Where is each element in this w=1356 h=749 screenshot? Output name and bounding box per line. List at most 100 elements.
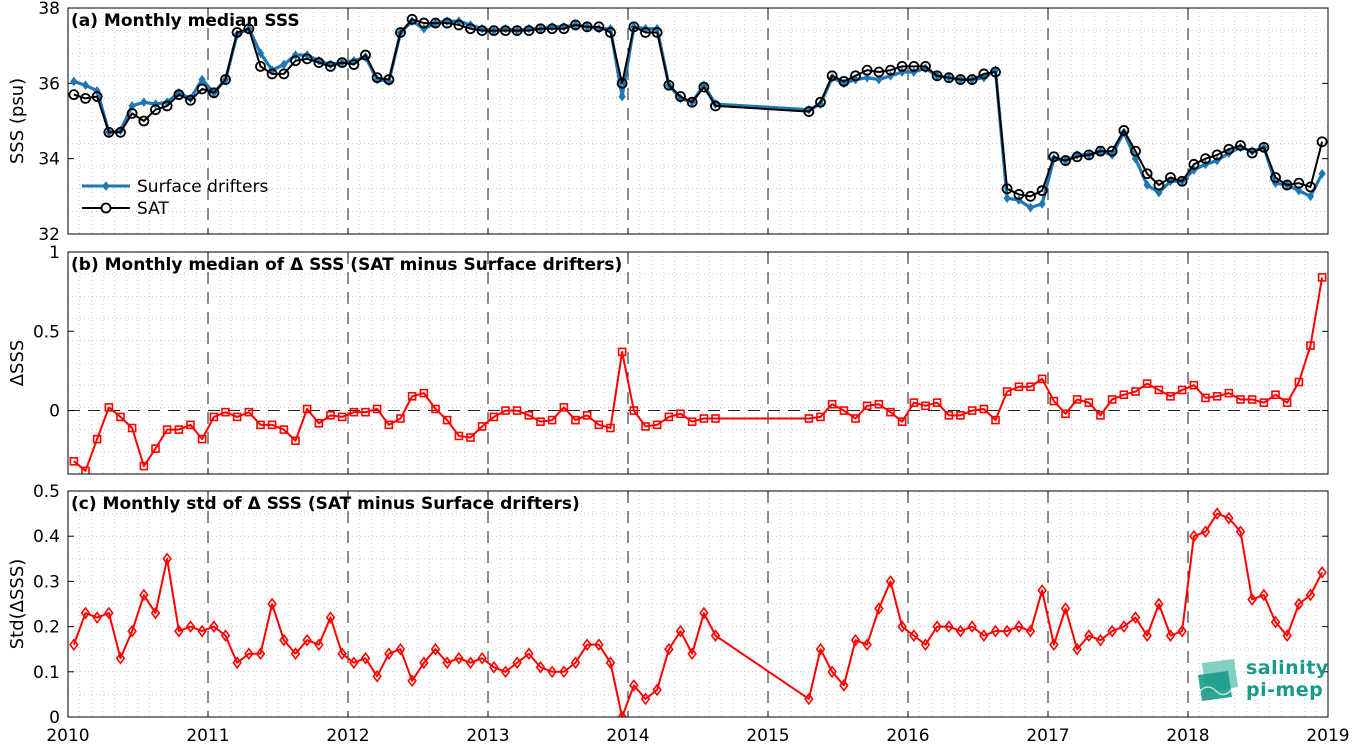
panel-2: 0 0.1 0.2 0.3 0.4 0.5 2010 2011 2012 2013 2014 2015… [7, 482, 1350, 746]
data-point [326, 411, 335, 420]
data-point [383, 74, 395, 85]
data-point [1189, 529, 1199, 543]
data-point [1165, 629, 1176, 642]
data-point [406, 13, 418, 25]
data-point [500, 665, 511, 679]
data-point [1143, 180, 1151, 190]
data-point [349, 407, 359, 417]
data-point [1223, 143, 1235, 155]
data-point [629, 679, 639, 692]
data-point [1247, 593, 1257, 606]
data-point [501, 406, 510, 415]
data-point [1036, 185, 1048, 197]
data-point [384, 420, 394, 430]
data-point [547, 415, 557, 425]
data-point [371, 72, 383, 84]
data-point [290, 55, 301, 67]
data-point [1049, 638, 1059, 652]
data-point [571, 415, 580, 425]
data-point [1002, 387, 1012, 396]
data-point [360, 651, 371, 665]
data-point [1025, 190, 1036, 202]
data-point [804, 414, 814, 423]
legend-marker [102, 181, 110, 191]
data-point [1060, 602, 1071, 615]
data-point [116, 412, 125, 422]
data-point [687, 647, 697, 661]
data-point [628, 21, 640, 33]
data-point [140, 97, 148, 108]
data-point [1095, 145, 1106, 157]
data-point [863, 72, 871, 83]
data-point [80, 606, 91, 620]
data-point [220, 74, 231, 85]
data-point [617, 710, 627, 717]
data-point [1316, 136, 1328, 148]
data-point [208, 87, 220, 99]
data-point [897, 417, 907, 426]
data-point [652, 683, 662, 697]
data-point [1130, 145, 1141, 157]
data-point [966, 74, 978, 85]
data-point [710, 100, 721, 112]
data-point [535, 660, 546, 674]
x-tick-label: 2012 [326, 726, 369, 745]
data-point [267, 420, 277, 430]
data-point [290, 647, 301, 661]
data-point [81, 80, 90, 91]
data-point [1305, 588, 1316, 602]
data-point [862, 401, 872, 411]
data-point [874, 602, 884, 615]
data-point [337, 647, 347, 661]
data-point [920, 638, 931, 652]
data-point [921, 401, 930, 411]
data-point [1038, 199, 1046, 209]
data-point [955, 74, 966, 85]
data-point [1025, 624, 1036, 638]
data-point [886, 407, 895, 417]
data-point [581, 21, 593, 33]
data-point [69, 457, 79, 466]
data-point [1294, 377, 1304, 387]
data-point [1141, 168, 1153, 180]
data-point [1270, 172, 1281, 183]
data-point [477, 422, 487, 431]
series-group [68, 13, 1328, 213]
panel-1: 0 0.5 1 ΔSSS (b) Monthly median of Δ SSS (SA… [7, 243, 1329, 475]
data-point [1083, 149, 1095, 161]
data-point [348, 59, 360, 70]
data-point [1259, 588, 1269, 602]
data-point [488, 25, 500, 37]
data-point [920, 60, 931, 72]
data-point [570, 656, 581, 670]
data-point [908, 60, 920, 72]
data-point [932, 620, 942, 633]
y-tick-label: 34 [38, 150, 60, 170]
wave-logo-icon [1198, 659, 1238, 701]
data-point [1224, 511, 1234, 525]
data-point [138, 115, 150, 127]
data-point [256, 420, 265, 430]
data-point [221, 407, 230, 417]
data-point [629, 406, 639, 415]
data-point [197, 624, 207, 638]
data-point [115, 126, 126, 138]
data-point [605, 27, 616, 38]
data-point [616, 77, 628, 89]
data-point [1153, 179, 1165, 191]
data-point [943, 72, 955, 84]
data-point [407, 674, 417, 688]
data-point [384, 647, 394, 661]
data-point [150, 104, 161, 116]
data-point [70, 76, 78, 87]
data-point [1258, 141, 1270, 153]
data-point [979, 404, 989, 414]
data-point [1049, 396, 1059, 406]
data-point [1118, 125, 1130, 136]
data-point [80, 93, 91, 104]
data-point [699, 414, 709, 423]
data-point [1119, 620, 1129, 633]
data-point [1165, 172, 1176, 183]
data-point [209, 412, 219, 422]
data-point [81, 466, 90, 474]
